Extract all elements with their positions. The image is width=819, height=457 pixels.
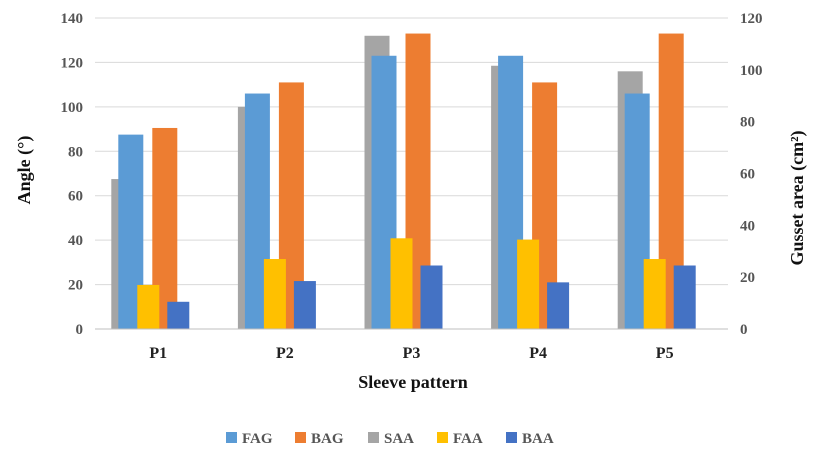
bar-baa-p2	[293, 281, 316, 329]
y-tick-label: 60	[68, 189, 83, 205]
legend-item-fag: FAG	[226, 431, 273, 447]
legend-swatch-baa	[506, 432, 517, 443]
y2-tick-label: 60	[740, 167, 755, 183]
bar-faa-p4	[517, 239, 540, 329]
bar-faa-p5	[643, 259, 666, 329]
y-tick-label: 80	[68, 144, 83, 160]
x-axis-title: Sleeve pattern	[358, 372, 467, 392]
y-tick-label: 120	[61, 55, 84, 71]
y2-axis-title: Gusset area (cm²)	[787, 130, 808, 265]
legend-label-saa: SAA	[384, 431, 414, 447]
bar-baa-p1	[167, 301, 190, 329]
y-tick-label: 40	[68, 233, 83, 249]
y-tick-label: 100	[61, 100, 84, 116]
x-tick-label-p2: P2	[276, 345, 294, 362]
legend-item-baa: BAA	[506, 431, 554, 447]
legend-item-saa: SAA	[368, 431, 414, 447]
bar-faa-p3	[390, 238, 413, 329]
legend-swatch-faa	[437, 432, 448, 443]
y2-tick-label: 40	[740, 218, 755, 234]
legend-item-faa: FAA	[437, 431, 483, 447]
legend-label-bag: BAG	[311, 431, 344, 447]
legend-label-baa: BAA	[522, 431, 554, 447]
x-tick-label-p4: P4	[529, 345, 547, 362]
bar-faa-p2	[263, 259, 286, 329]
y-tick-label: 0	[76, 322, 84, 338]
y2-tick-label: 120	[740, 11, 763, 27]
y-tick-label: 20	[68, 278, 83, 294]
bar-baa-p4	[547, 282, 570, 329]
x-tick-label-p1: P1	[149, 345, 167, 362]
y2-tick-label: 20	[740, 270, 755, 286]
legend: FAG BAG SAA FAA BAA	[226, 431, 554, 447]
y2-tick-label: 100	[740, 63, 763, 79]
x-tick-label-p5: P5	[656, 345, 674, 362]
legend-swatch-saa	[368, 432, 379, 443]
legend-label-fag: FAG	[242, 431, 273, 447]
axes: 0 20 40 60 80 100 120 140 0 20 40 60 80 100 120 P1 P2 P3 P…	[61, 11, 763, 362]
bar-baa-p5	[673, 265, 696, 329]
y2-tick-label: 0	[740, 322, 748, 338]
bars	[111, 33, 696, 330]
bar-baa-p3	[420, 265, 443, 329]
y-tick-label: 140	[61, 11, 84, 27]
legend-swatch-bag	[295, 432, 306, 443]
legend-label-faa: FAA	[453, 431, 483, 447]
bar-faa-p1	[137, 284, 160, 329]
legend-swatch-fag	[226, 432, 237, 443]
x-tick-label-p3: P3	[403, 345, 421, 362]
legend-item-bag: BAG	[295, 431, 344, 447]
y-axis-title: Angle (°)	[14, 136, 35, 205]
y2-tick-label: 80	[740, 115, 755, 131]
